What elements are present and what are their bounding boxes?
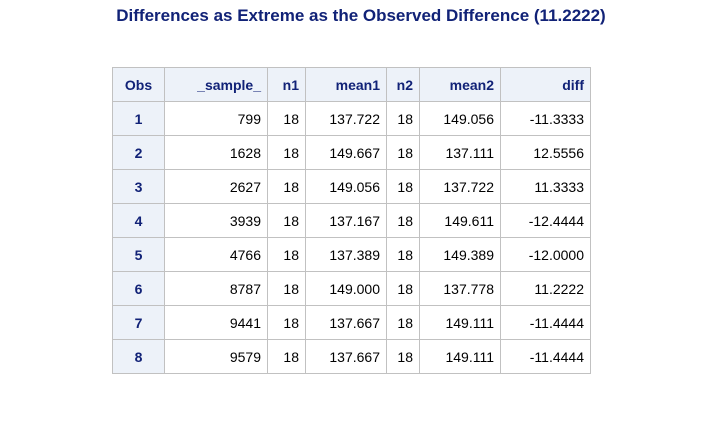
mean2-cell: 137.722 bbox=[419, 169, 501, 204]
sample-cell: 1628 bbox=[164, 135, 268, 170]
report-title: Differences as Extreme as the Observed D… bbox=[116, 6, 606, 25]
n1-cell: 18 bbox=[267, 203, 306, 238]
sample-cell: 3939 bbox=[164, 203, 268, 238]
obs-cell: 8 bbox=[112, 339, 165, 374]
n1-cell: 18 bbox=[267, 271, 306, 306]
mean2-cell: 137.778 bbox=[419, 271, 501, 306]
sample-cell: 4766 bbox=[164, 237, 268, 272]
diff-cell: 11.3333 bbox=[500, 169, 591, 204]
results-table: Obs _sample_ n1 mean1 n2 mean2 diff 1 79… bbox=[112, 67, 591, 374]
mean2-cell: 149.111 bbox=[419, 339, 501, 374]
sample-cell: 799 bbox=[164, 101, 268, 136]
mean2-cell: 149.611 bbox=[419, 203, 501, 238]
mean1-cell: 137.667 bbox=[305, 305, 387, 340]
mean2-cell: 149.111 bbox=[419, 305, 501, 340]
obs-cell: 1 bbox=[112, 101, 165, 136]
column-header-sample: _sample_ bbox=[164, 67, 268, 102]
diff-cell: -11.4444 bbox=[500, 305, 591, 340]
n2-cell: 18 bbox=[386, 305, 420, 340]
diff-cell: 12.5556 bbox=[500, 135, 591, 170]
n2-cell: 18 bbox=[386, 135, 420, 170]
mean1-cell: 137.167 bbox=[305, 203, 387, 238]
obs-cell: 4 bbox=[112, 203, 165, 238]
n2-cell: 18 bbox=[386, 271, 420, 306]
n1-cell: 18 bbox=[267, 305, 306, 340]
table-row: 4 3939 18 137.167 18 149.611 -12.4444 bbox=[112, 203, 591, 238]
diff-cell: -11.4444 bbox=[500, 339, 591, 374]
table-row: 8 9579 18 137.667 18 149.111 -11.4444 bbox=[112, 339, 591, 374]
mean1-cell: 137.722 bbox=[305, 101, 387, 136]
n2-cell: 18 bbox=[386, 237, 420, 272]
table-row: 2 1628 18 149.667 18 137.111 12.5556 bbox=[112, 135, 591, 170]
table-row: 6 8787 18 149.000 18 137.778 11.2222 bbox=[112, 271, 591, 306]
obs-cell: 2 bbox=[112, 135, 165, 170]
column-header-n1: n1 bbox=[267, 67, 306, 102]
mean1-cell: 149.000 bbox=[305, 271, 387, 306]
obs-cell: 5 bbox=[112, 237, 165, 272]
column-header-obs: Obs bbox=[112, 67, 165, 102]
sample-cell: 9441 bbox=[164, 305, 268, 340]
table-row: 3 2627 18 149.056 18 137.722 11.3333 bbox=[112, 169, 591, 204]
column-header-mean2: mean2 bbox=[419, 67, 501, 102]
obs-cell: 7 bbox=[112, 305, 165, 340]
n1-cell: 18 bbox=[267, 169, 306, 204]
diff-cell: -11.3333 bbox=[500, 101, 591, 136]
column-header-diff: diff bbox=[500, 67, 591, 102]
diff-cell: -12.0000 bbox=[500, 237, 591, 272]
n2-cell: 18 bbox=[386, 169, 420, 204]
n1-cell: 18 bbox=[267, 237, 306, 272]
n2-cell: 18 bbox=[386, 101, 420, 136]
n1-cell: 18 bbox=[267, 101, 306, 136]
sample-cell: 9579 bbox=[164, 339, 268, 374]
n1-cell: 18 bbox=[267, 339, 306, 374]
diff-cell: 11.2222 bbox=[500, 271, 591, 306]
obs-cell: 3 bbox=[112, 169, 165, 204]
mean1-cell: 149.667 bbox=[305, 135, 387, 170]
obs-cell: 6 bbox=[112, 271, 165, 306]
table-row: 1 799 18 137.722 18 149.056 -11.3333 bbox=[112, 101, 591, 136]
table-row: 5 4766 18 137.389 18 149.389 -12.0000 bbox=[112, 237, 591, 272]
column-header-mean1: mean1 bbox=[305, 67, 387, 102]
diff-cell: -12.4444 bbox=[500, 203, 591, 238]
table-header-row: Obs _sample_ n1 mean1 n2 mean2 diff bbox=[112, 67, 591, 102]
mean2-cell: 149.056 bbox=[419, 101, 501, 136]
table-row: 7 9441 18 137.667 18 149.111 -11.4444 bbox=[112, 305, 591, 340]
mean1-cell: 149.056 bbox=[305, 169, 387, 204]
column-header-n2: n2 bbox=[386, 67, 420, 102]
sample-cell: 2627 bbox=[164, 169, 268, 204]
n2-cell: 18 bbox=[386, 339, 420, 374]
n2-cell: 18 bbox=[386, 203, 420, 238]
mean2-cell: 149.389 bbox=[419, 237, 501, 272]
n1-cell: 18 bbox=[267, 135, 306, 170]
mean1-cell: 137.389 bbox=[305, 237, 387, 272]
mean1-cell: 137.667 bbox=[305, 339, 387, 374]
mean2-cell: 137.111 bbox=[419, 135, 501, 170]
sample-cell: 8787 bbox=[164, 271, 268, 306]
